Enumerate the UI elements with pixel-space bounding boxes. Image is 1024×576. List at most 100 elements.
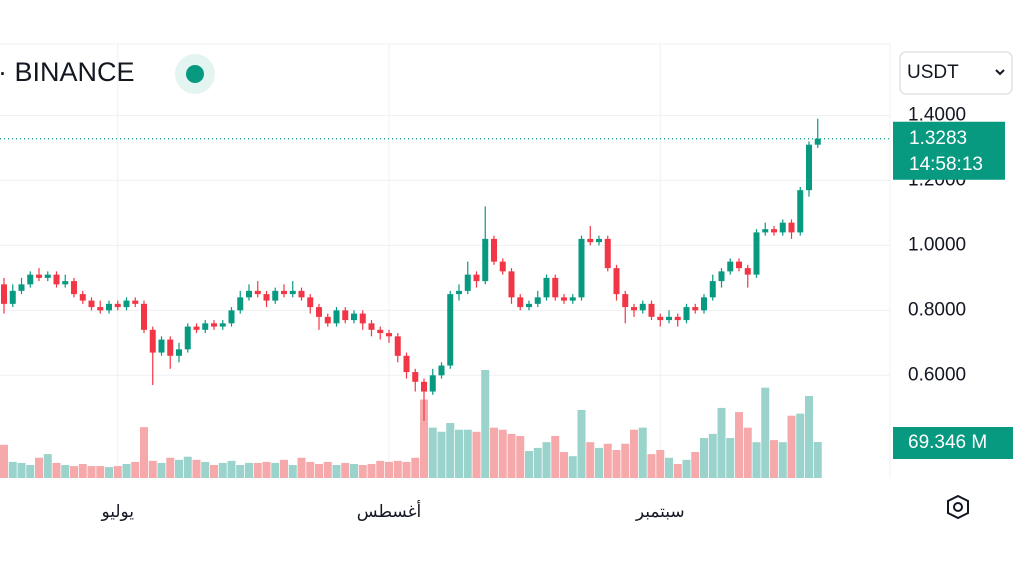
- candle-body: [666, 316, 672, 321]
- candle-body: [272, 290, 279, 301]
- volume-bar: [122, 463, 131, 478]
- candle-body: [88, 300, 95, 308]
- x-tick-label: يوليو: [100, 502, 134, 522]
- candle-body: [569, 297, 576, 301]
- candle-body: [421, 381, 427, 392]
- candle-body: [44, 274, 51, 278]
- candle-body: [123, 300, 130, 308]
- volume-bar: [455, 429, 463, 478]
- volume-bar: [157, 462, 166, 478]
- volume-bar: [131, 461, 140, 478]
- volume-tag: [893, 426, 1013, 459]
- volume-bar: [175, 459, 183, 478]
- candle-body: [394, 336, 401, 356]
- candle-body: [324, 316, 331, 324]
- currency-label[interactable]: USDT: [907, 62, 959, 83]
- candle-body: [762, 229, 769, 233]
- volume-bar: [717, 407, 726, 478]
- candle-body: [18, 284, 25, 291]
- volume-bar: [778, 442, 787, 478]
- volume-bar: [210, 465, 218, 478]
- candle-body: [211, 323, 217, 327]
- candle-body: [359, 313, 366, 324]
- volume-bar: [761, 387, 770, 478]
- candle-body: [552, 277, 559, 298]
- currency-select[interactable]: USDT: [899, 51, 1013, 95]
- candle-body: [298, 290, 305, 298]
- volume-bar: [796, 413, 805, 478]
- candle-body: [184, 326, 191, 350]
- candle-body: [534, 297, 541, 304]
- settings-icon[interactable]: [947, 494, 969, 520]
- candle-body: [674, 316, 681, 321]
- volume-bar: [673, 463, 682, 478]
- volume-bar: [367, 463, 376, 478]
- candle-body: [1, 284, 7, 304]
- x-tick-label: أغسطس: [357, 500, 421, 522]
- volume-bar: [735, 412, 743, 478]
- volume-bar: [218, 462, 227, 478]
- candle-body: [158, 339, 165, 353]
- candle-body: [316, 307, 322, 317]
- candle-body: [27, 274, 34, 285]
- volume-bar: [428, 427, 437, 478]
- volume-bar: [787, 415, 796, 478]
- x-tick-label: سبتمبر: [635, 502, 685, 522]
- candle-body: [403, 355, 410, 373]
- candle-body: [622, 294, 629, 308]
- candle-body: [202, 323, 209, 330]
- volume-bar: [682, 459, 691, 478]
- volume-bar: [140, 427, 148, 478]
- volume-bar: [498, 429, 507, 478]
- volume-tag-label: 69.346 M: [908, 432, 987, 453]
- volume-bar: [376, 460, 385, 478]
- volume-bar: [245, 462, 253, 478]
- candle-body: [709, 281, 716, 298]
- candle-body: [631, 307, 637, 311]
- candle-body: [141, 303, 147, 330]
- candle-body: [727, 261, 734, 272]
- candle-body: [753, 232, 760, 275]
- y-tick-label: 0.6000: [908, 364, 966, 385]
- candle-body: [613, 268, 620, 295]
- candle-body: [491, 238, 497, 262]
- volume-bar: [105, 467, 113, 478]
- candle-body: [648, 303, 655, 317]
- settings-icon-center[interactable]: [953, 502, 963, 512]
- volume-bar: [726, 438, 735, 478]
- chevron[interactable]: [995, 69, 1005, 76]
- candle-body: [246, 290, 252, 298]
- volume-bar: [78, 463, 87, 478]
- candle-body: [806, 144, 812, 191]
- volume-bar: [507, 433, 516, 478]
- volume-bar: [638, 427, 647, 478]
- candle-body: [736, 261, 742, 269]
- candle-body: [438, 365, 445, 376]
- volume-bar: [472, 431, 481, 478]
- volume-bar: [630, 429, 638, 478]
- candle-body: [771, 229, 777, 233]
- volume-bar: [805, 395, 813, 478]
- candle-body: [473, 274, 480, 282]
- volume-bar: [332, 465, 341, 478]
- y-tick-label: 1.4000: [908, 104, 966, 125]
- volume-bar: [542, 442, 551, 478]
- candle-body: [797, 190, 804, 233]
- volume-bar: [61, 465, 70, 478]
- currency-select-box[interactable]: [899, 51, 1013, 95]
- volume-bar: [148, 460, 157, 478]
- volume-bar: [568, 456, 577, 478]
- candle-body: [386, 333, 392, 337]
- volume-bar: [603, 443, 612, 478]
- candle-body: [744, 268, 751, 275]
- candle-body: [333, 310, 340, 324]
- live-indicator: [186, 65, 204, 83]
- volume-bar: [402, 461, 411, 478]
- volume-bar: [446, 422, 455, 478]
- price-tag-value: 1.3283: [909, 128, 967, 149]
- candle-body: [368, 323, 375, 330]
- volume-bar: [358, 465, 367, 478]
- candle-body: [447, 294, 454, 366]
